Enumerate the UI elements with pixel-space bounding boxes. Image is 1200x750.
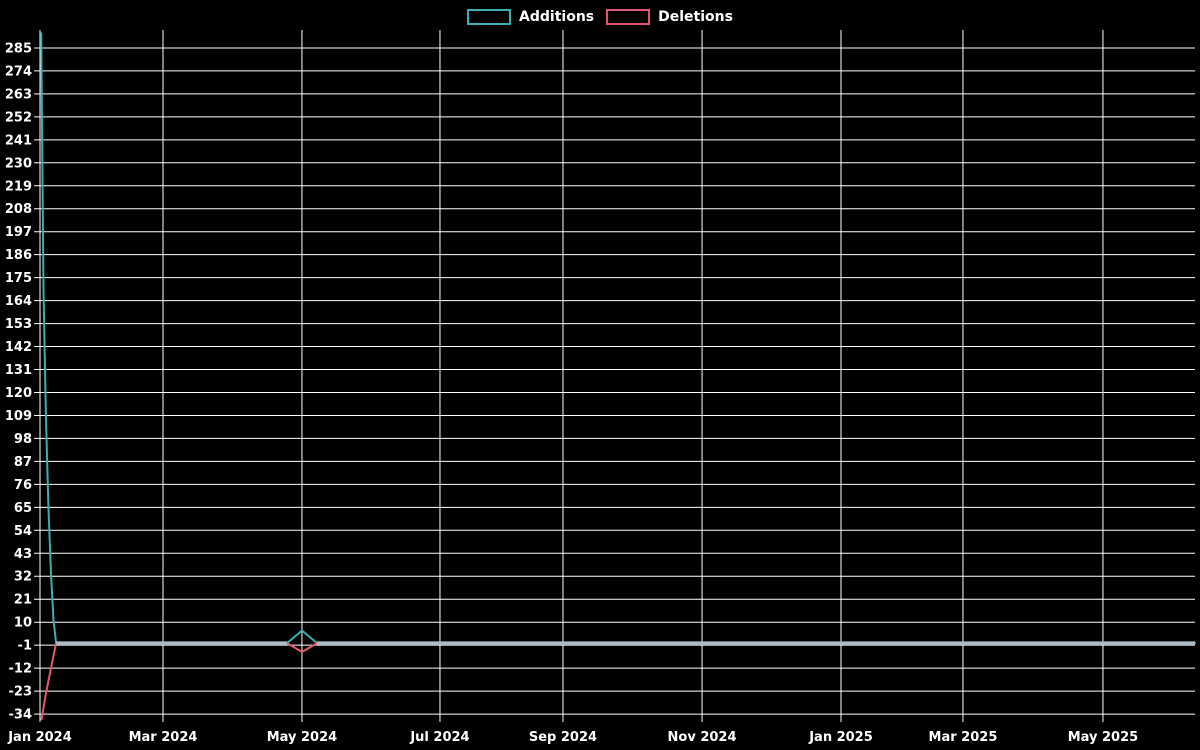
y-tick-label: 153 [5,317,32,332]
y-tick-label: 76 [14,478,32,493]
y-tick-label: -34 [9,708,33,723]
legend-item-additions[interactable]: Additions [467,8,594,26]
y-tick-label: 120 [5,386,32,401]
x-tick-label: Jul 2024 [409,730,469,745]
y-tick-label: 21 [14,593,32,608]
y-tick-label: 142 [5,340,32,355]
x-tick-label: Nov 2024 [668,730,737,745]
y-tick-label: 65 [14,501,32,516]
y-tick-label: 43 [14,547,32,562]
x-tick-label: Jan 2024 [7,730,72,745]
y-tick-label: 208 [5,202,32,217]
y-tick-label: 186 [5,248,32,263]
y-tick-label: -1 [18,639,32,654]
additions-swatch-icon [467,9,512,25]
y-tick-label: 219 [5,179,32,194]
y-tick-label: 241 [5,133,32,148]
legend-label-additions: Additions [519,9,595,25]
y-tick-label: -12 [9,662,33,677]
y-tick-label: 274 [5,64,32,79]
y-tick-label: 10 [14,616,32,631]
y-tick-label: 175 [5,271,32,286]
x-tick-label: Jan 2025 [808,730,873,745]
y-tick-label: 32 [14,570,32,585]
x-tick-label: Mar 2024 [129,730,198,745]
y-tick-label: 109 [5,409,32,424]
x-tick-label: May 2024 [267,730,338,745]
y-tick-label: 285 [5,41,32,56]
legend-item-deletions[interactable]: Deletions [606,8,733,26]
y-tick-label: 131 [5,363,32,378]
y-tick-label: 98 [14,432,32,447]
y-tick-label: 164 [5,294,32,309]
deletions-swatch-icon [606,9,651,25]
series-line-deletions [40,642,1196,721]
x-tick-label: Mar 2025 [929,730,998,745]
y-tick-label: 252 [5,110,32,125]
y-tick-label: 54 [14,524,32,539]
chart-legend: Additions Deletions [0,8,1200,26]
y-tick-label: -23 [9,685,33,700]
y-tick-label: 230 [5,156,32,171]
series-line-additions [40,32,1196,645]
y-tick-label: 87 [14,455,32,470]
legend-label-deletions: Deletions [658,9,733,25]
y-tick-label: 197 [5,225,32,240]
x-tick-label: May 2025 [1068,730,1139,745]
y-tick-label: 263 [5,87,32,102]
x-tick-label: Sep 2024 [529,730,597,745]
